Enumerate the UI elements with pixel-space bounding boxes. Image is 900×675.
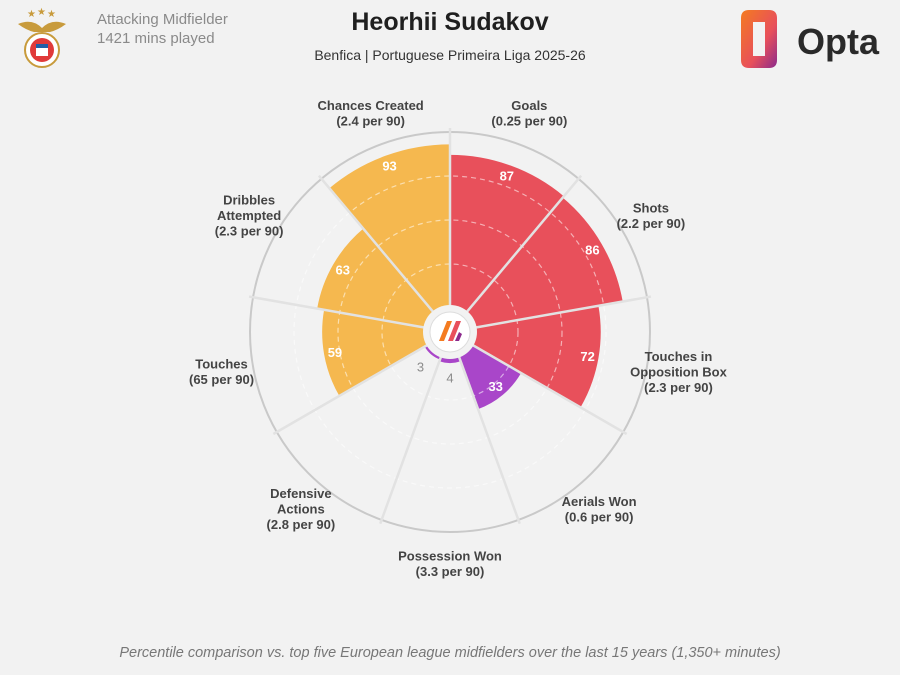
radar-spoke-3 — [470, 342, 628, 436]
radar-category-label-8: Chances Created (2.4 per 90) — [318, 98, 424, 128]
radar-category-label-line: (65 per 90) — [189, 372, 254, 387]
radar-category-label-line: (2.8 per 90) — [267, 517, 336, 532]
radar-category-label-line: (2.3 per 90) — [215, 224, 284, 239]
radar-category-label-1: Shots (2.2 per 90) — [617, 200, 686, 231]
svg-text:★: ★ — [27, 9, 36, 20]
radar-category-label-7: Dribbles Attempted (2.3 per 90) — [215, 193, 284, 239]
radar-value-label-8: 93 — [382, 158, 396, 173]
radar-category-label-line: Touches in — [645, 349, 713, 364]
radar-category-label-line: Possession Won — [398, 548, 502, 563]
radar-bar-1 — [465, 197, 623, 328]
radar-category-label-line: (3.3 per 90) — [416, 564, 485, 579]
radar-category-label-line: Touches — [195, 357, 248, 372]
radar-category-label-line: Chances Created — [318, 98, 424, 113]
radar-spoke-7 — [248, 295, 427, 330]
radar-category-label-line: (0.25 per 90) — [491, 114, 567, 129]
radar-spoke-5 — [379, 354, 443, 525]
radar-grid-ring-75 — [293, 175, 607, 489]
radar-bar-3 — [458, 344, 522, 410]
radar-value-label-3: 33 — [488, 379, 502, 394]
player-position: Attacking Midfielder — [97, 11, 228, 28]
svg-text:★: ★ — [37, 7, 46, 18]
radar-bar-7 — [317, 228, 435, 328]
radar-category-label-line: Opposition Box — [630, 364, 728, 379]
radar-center-badge — [429, 311, 471, 353]
title-block: Heorhii Sudakov Benfica | Portuguese Pri… — [0, 8, 900, 63]
opta-mark-icon — [439, 321, 452, 341]
radar-category-label-2: Touches in Opposition Box (2.3 per 90) — [630, 349, 728, 395]
radar-value-label-5: 3 — [417, 360, 424, 375]
radar-category-label-line: (2.2 per 90) — [617, 216, 686, 231]
radar-value-label-6: 59 — [328, 345, 342, 360]
radar-spoke-6 — [272, 342, 430, 436]
svg-text:★: ★ — [47, 9, 56, 20]
radar-category-label-line: (0.6 per 90) — [565, 509, 634, 524]
player-meta: Attacking Midfielder 1421 mins played — [97, 10, 228, 48]
radar-category-label-3: Aerials Won (0.6 per 90) — [562, 494, 637, 524]
radar-spoke-8 — [317, 174, 436, 315]
club-crest-logo: ★ ★ ★ — [18, 7, 66, 68]
radar-category-label-line: (2.4 per 90) — [336, 114, 405, 129]
radar-grid-ring-50 — [337, 219, 563, 445]
radar-bar-0 — [450, 154, 564, 314]
radar-spoke-2 — [473, 295, 652, 330]
radar-category-label-line: Actions — [277, 502, 325, 517]
radar-bar-6 — [322, 309, 430, 396]
team-league-subtitle: Benfica | Portuguese Primeira Liga 2025-… — [314, 47, 586, 63]
radar-category-label-line: Aerials Won — [562, 494, 637, 509]
radar-category-label-6: Touches (65 per 90) — [189, 357, 254, 388]
radar-category-label-line: Goals — [511, 98, 547, 113]
opta-wordmark: Opta — [797, 21, 880, 62]
radar-bar-2 — [470, 305, 601, 408]
radar-spoke-1 — [464, 174, 583, 315]
opta-mark-icon-3 — [455, 332, 462, 341]
radar-category-label-line: Attempted — [217, 208, 281, 223]
radar-category-label-line: Dribbles — [223, 193, 275, 208]
radar-value-label-1: 86 — [585, 242, 599, 257]
radar-category-label-4: Possession Won (3.3 per 90) — [398, 548, 502, 579]
radar-category-label-0: Goals (0.25 per 90) — [491, 98, 567, 128]
radar-spoke-4 — [457, 354, 521, 525]
player-name: Heorhii Sudakov — [351, 8, 549, 36]
radar-value-label-4: 4 — [446, 371, 453, 386]
minutes-played: 1421 mins played — [97, 30, 215, 47]
radar-category-label-line: Shots — [633, 200, 669, 215]
radar-category-label-line: Defensive — [270, 486, 331, 501]
radar-category-label-5: Defensive Actions (2.8 per 90) — [267, 486, 336, 532]
radar-category-label-line: (2.3 per 90) — [644, 380, 713, 395]
radar-value-label-7: 63 — [335, 263, 349, 278]
opta-logo: Opta — [741, 10, 880, 68]
radar-value-label-2: 72 — [580, 349, 594, 364]
opta-mark-icon-2 — [448, 321, 461, 341]
radar-value-label-0: 87 — [500, 168, 514, 183]
footnote: Percentile comparison vs. top five Europ… — [119, 645, 781, 661]
